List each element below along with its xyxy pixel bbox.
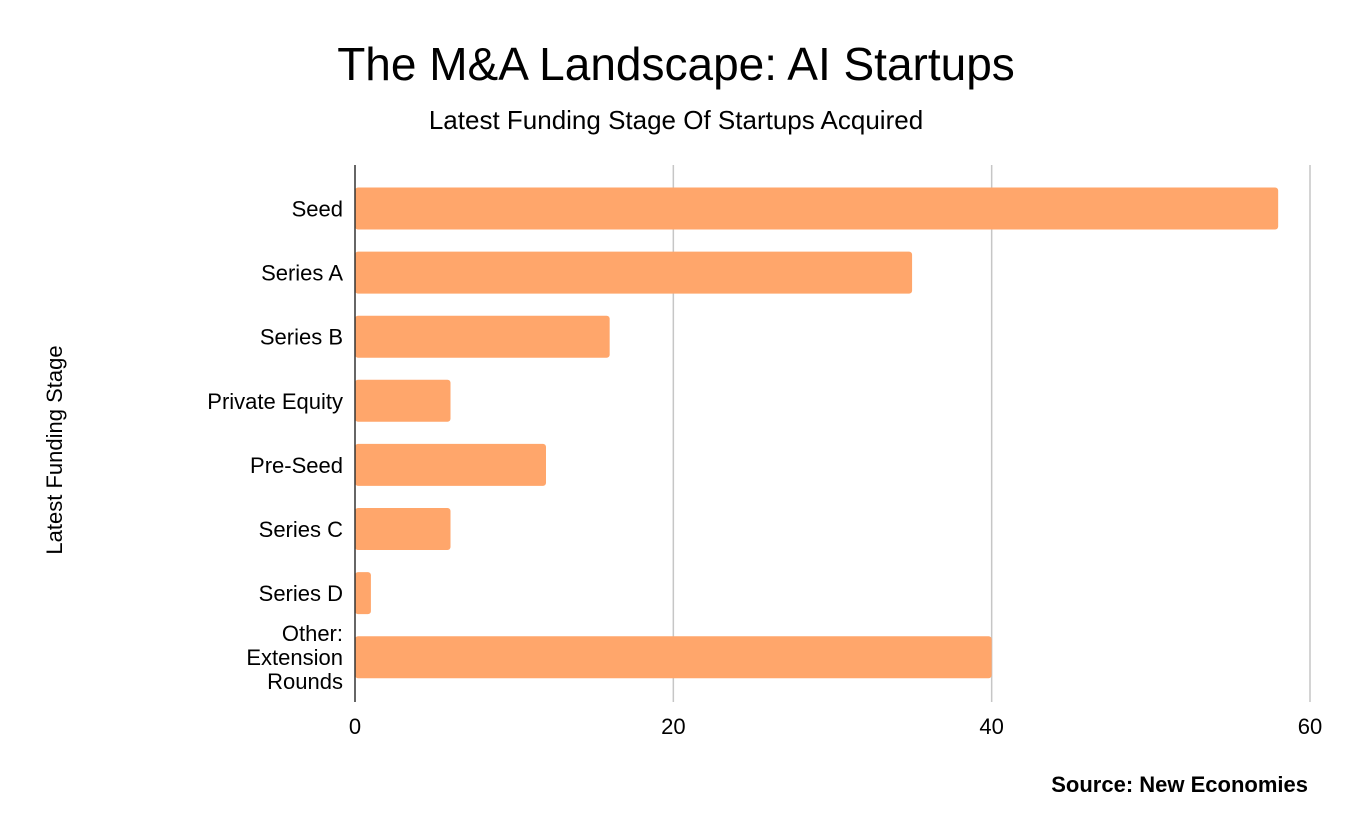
bar-series-c — [355, 508, 451, 550]
bar-private-equity — [355, 379, 451, 422]
bar-seed — [355, 187, 1279, 230]
category-label: Other: Extension Rounds — [246, 621, 343, 694]
bar-pre-seed — [355, 443, 546, 486]
chart-subtitle: Latest Funding Stage Of Startups Acquire… — [429, 105, 923, 135]
bar-series-b — [355, 315, 610, 358]
gridlines — [672, 165, 1311, 702]
category-label: Pre-Seed — [250, 453, 343, 478]
category-labels: Seed Series A Series B Private Equity Pre-Se… — [207, 197, 343, 695]
category-label: Seed — [292, 197, 343, 222]
x-tick-label: 20 — [661, 714, 685, 739]
category-label: Series B — [260, 325, 343, 350]
x-tick-label: 0 — [349, 714, 361, 739]
chart-title: The M&A Landscape: AI Startups — [337, 38, 1015, 90]
y-axis-title: Latest Funding Stage — [42, 345, 67, 554]
x-tick-label: 40 — [979, 714, 1003, 739]
bar-series-d — [355, 572, 371, 615]
category-label: Series A — [261, 261, 343, 286]
category-label: Series C — [259, 517, 343, 542]
bars — [355, 187, 1279, 679]
bar-other-extension-rounds — [355, 636, 992, 679]
category-label: Series D — [259, 581, 343, 606]
x-tick-labels: 0 20 40 60 — [349, 714, 1322, 739]
category-label: Private Equity — [207, 389, 343, 414]
bar-series-a — [355, 251, 913, 294]
x-tick-label: 60 — [1298, 714, 1322, 739]
source-note: Source: New Economies — [1051, 772, 1308, 797]
